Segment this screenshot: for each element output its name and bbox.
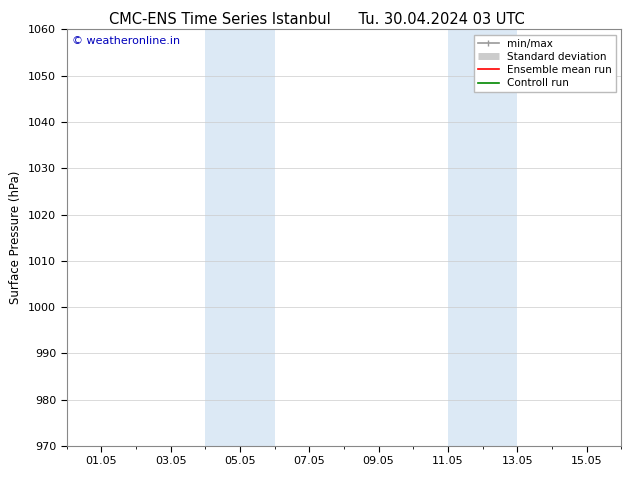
Text: CMC-ENS Time Series Istanbul      Tu. 30.04.2024 03 UTC: CMC-ENS Time Series Istanbul Tu. 30.04.2…	[109, 12, 525, 27]
Bar	[448, 29, 482, 446]
Bar	[240, 29, 275, 446]
Legend: min/max, Standard deviation, Ensemble mean run, Controll run: min/max, Standard deviation, Ensemble me…	[474, 35, 616, 92]
Bar	[205, 29, 240, 446]
Text: © weatheronline.in: © weatheronline.in	[72, 36, 180, 46]
Bar	[482, 29, 517, 446]
Y-axis label: Surface Pressure (hPa): Surface Pressure (hPa)	[10, 171, 22, 304]
